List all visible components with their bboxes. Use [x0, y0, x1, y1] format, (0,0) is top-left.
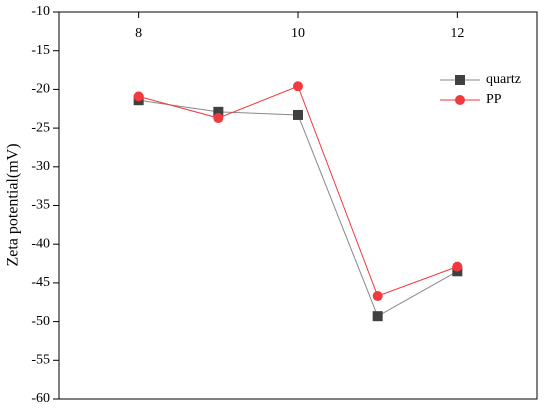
marker	[372, 311, 383, 322]
marker	[133, 91, 144, 102]
marker	[213, 113, 224, 124]
y-tick-label: -25	[31, 120, 50, 135]
marker	[213, 106, 224, 117]
y-tick-label: -30	[31, 159, 50, 174]
x-tick-label: 10	[291, 26, 305, 41]
y-tick-label: -45	[31, 275, 50, 290]
legend-marker	[455, 75, 465, 85]
y-tick-label: -50	[31, 314, 50, 329]
y-tick-label: -35	[31, 198, 50, 213]
x-tick-label: 12	[450, 26, 464, 41]
legend-label: quartz	[486, 72, 521, 87]
legend-marker	[455, 95, 465, 105]
y-tick-label: -60	[31, 391, 50, 406]
marker	[293, 109, 303, 120]
y-tick-label: -15	[31, 43, 50, 58]
marker	[452, 261, 463, 272]
legend-label: PP	[486, 92, 502, 107]
marker	[372, 291, 383, 302]
y-tick-label: -20	[31, 82, 50, 97]
y-tick-label: -10	[31, 4, 50, 19]
marker	[293, 81, 303, 92]
y-tick-label: -40	[31, 236, 50, 251]
plot-frame	[58, 11, 538, 400]
y-tick-label: -55	[31, 353, 50, 368]
y-axis-label: Zeta potential(mV)	[5, 143, 22, 266]
x-tick-label: 8	[135, 26, 142, 41]
